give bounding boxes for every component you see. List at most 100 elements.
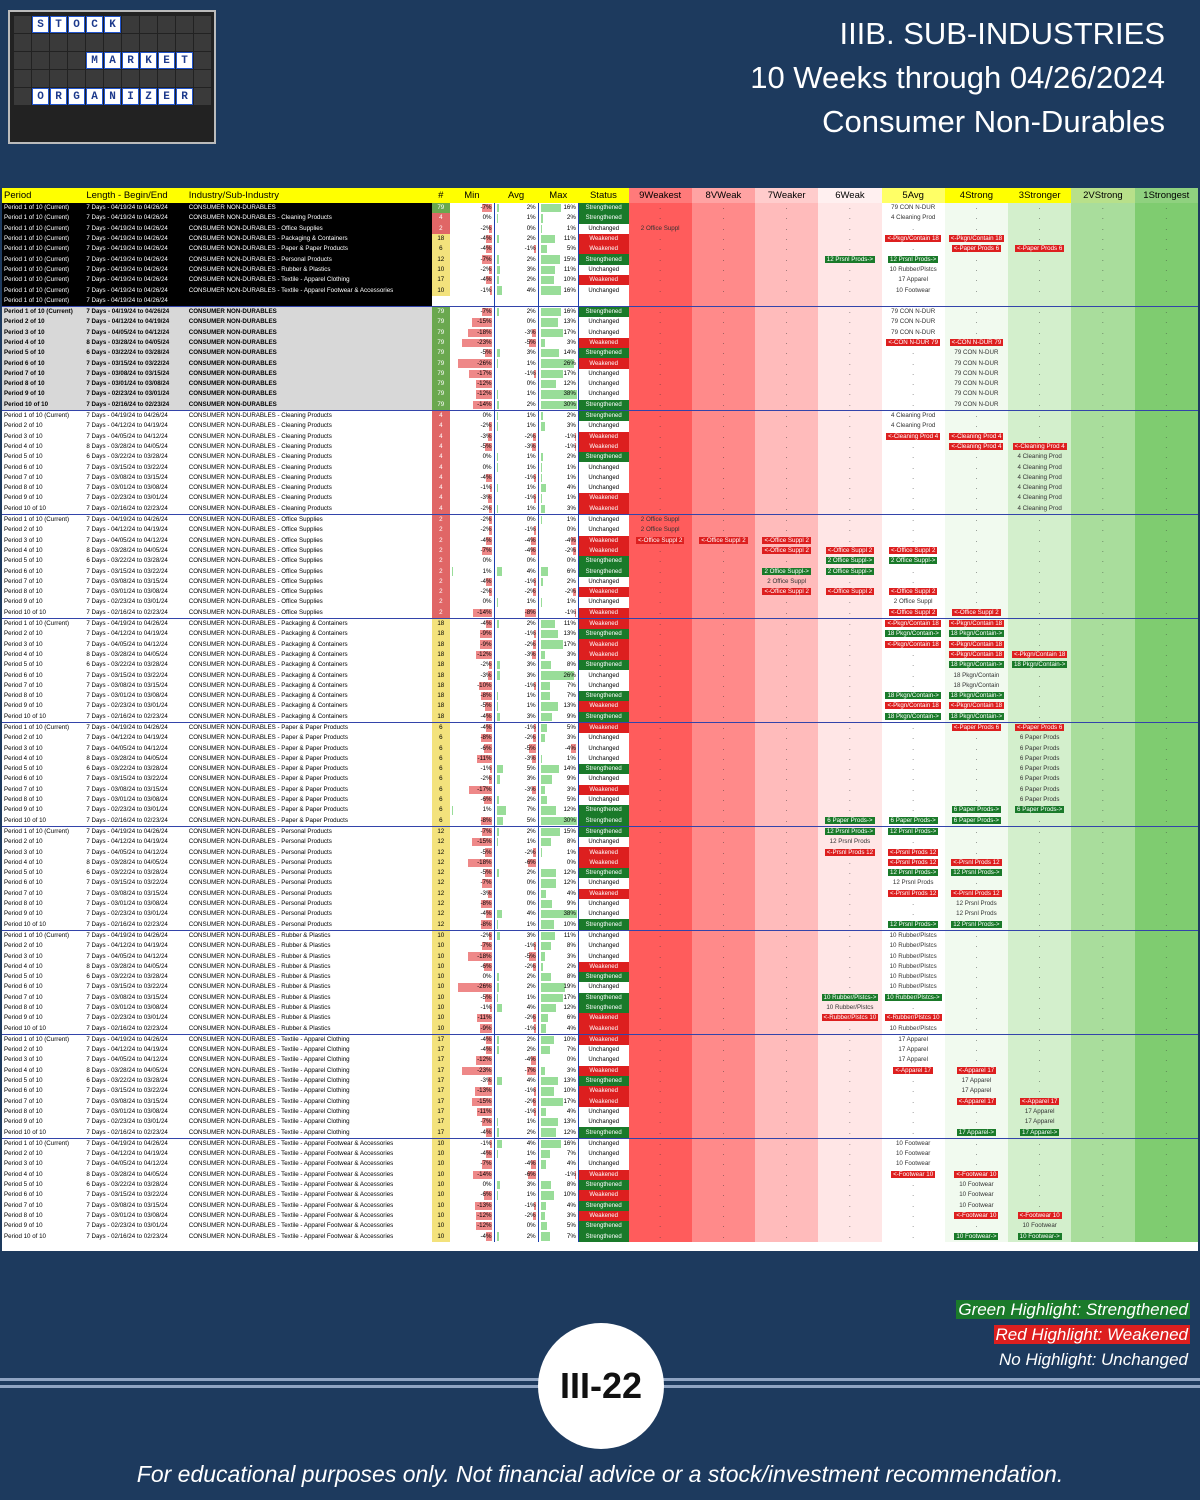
min-change-cell: -14% <box>449 1169 495 1180</box>
rank-cell: . <box>944 493 1009 504</box>
change-cell: -2% <box>494 586 539 598</box>
min-change-cell: -3% <box>449 888 495 899</box>
rank-marker: <-Apparel 17 <box>1019 1097 1060 1105</box>
count-cell: 4 <box>431 441 450 453</box>
change-bar <box>540 775 553 784</box>
logo-letter: E <box>158 88 175 105</box>
min-change-cell: -17% <box>449 784 495 795</box>
length-cell: 7 Days - 04/05/24 to 04/12/24 <box>86 744 168 752</box>
rank-cell: . <box>818 1055 882 1066</box>
change-value: 8% <box>566 942 576 950</box>
rank-cell: . <box>691 784 756 795</box>
change-cell: 26% <box>538 670 579 681</box>
logo-tile <box>32 52 49 69</box>
change-bar <box>473 400 492 409</box>
rank-cell: . <box>1134 815 1198 827</box>
length-cell: 7 Days - 03/08/24 to 03/15/24 <box>86 785 168 793</box>
count-cell: 12 <box>431 857 450 868</box>
change-value: 2% <box>566 577 576 585</box>
change-value: 10% <box>563 276 576 284</box>
min-change-cell: -1% <box>449 764 495 775</box>
rank-cell: . <box>944 305 1009 318</box>
rank-cell: <-Paper Prods 6 <box>1008 721 1072 734</box>
rank-cell: . <box>1071 441 1135 453</box>
table-row: Period 1 of 10 (Current) 7 Days - 04/19/2… <box>2 244 1198 255</box>
length-cell: 7 Days - 03/01/24 to 03/08/24 <box>86 900 168 908</box>
change-bar <box>534 630 536 639</box>
rank-cell: . <box>755 213 819 224</box>
page-number-badge: III-22 <box>538 1323 664 1449</box>
rank-cell: . <box>628 317 692 328</box>
rank-cell: 18 Pkgn/Contain-> <box>1008 660 1072 671</box>
change-bar <box>457 983 492 992</box>
rank-cell: . <box>628 847 692 858</box>
change-cell: 3% <box>538 733 579 744</box>
rank-cell: 10 Footwear <box>881 1137 945 1150</box>
rank-cell: . <box>755 1065 819 1076</box>
rank-marker: 6 Paper Prods <box>1019 796 1060 804</box>
min-change-cell: -4% <box>449 535 495 546</box>
rank-cell: . <box>628 203 692 214</box>
rank-cell: . <box>1071 317 1135 328</box>
period-cell: Period 7 of 10 <box>4 681 43 689</box>
status-cell: Unchanged <box>588 776 620 783</box>
change-value: -7% <box>480 827 492 835</box>
change-value: 1% <box>526 1118 536 1126</box>
change-value: 0% <box>526 879 536 887</box>
rank-cell: . <box>1071 472 1135 484</box>
change-value: 12% <box>563 806 576 814</box>
change-bar <box>486 245 492 254</box>
rank-cell: . <box>628 452 692 463</box>
min-change-cell: -15% <box>449 317 495 328</box>
change-cell: -3% <box>494 441 539 453</box>
length-cell: 6 Days - 03/22/24 to 03/28/24 <box>86 869 168 877</box>
rank-cell: . <box>944 317 1009 328</box>
rank-cell: . <box>1071 639 1135 650</box>
status-cell: Weakened <box>578 1065 629 1076</box>
rank-cell: . <box>881 1106 945 1118</box>
change-bar <box>486 234 492 244</box>
change-bar <box>540 1150 550 1159</box>
logo-tile <box>50 70 67 87</box>
length-cell: 8 Days - 03/28/24 to 04/05/24 <box>86 962 168 970</box>
change-cell: 0% <box>494 1221 539 1232</box>
rank-cell: . <box>818 784 882 795</box>
change-value: -7% <box>524 1066 536 1074</box>
rank-cell: . <box>1134 1002 1198 1014</box>
rank-cell: . <box>1134 649 1198 661</box>
length-cell: 7 Days - 04/05/24 to 04/12/24 <box>86 952 168 960</box>
change-cell: 0% <box>494 317 539 328</box>
rank-cell: 17 Apparel <box>881 1055 945 1066</box>
change-bar <box>540 1139 562 1149</box>
rank-cell: . <box>1134 878 1198 889</box>
status-cell: Unchanged <box>588 599 620 606</box>
industry-cell: CONSUMER NON-DURABLES - Paper & Paper Pr… <box>186 244 432 255</box>
change-value: -15% <box>477 1097 492 1105</box>
rank-marker: <-Prsnl Prods 12 <box>888 889 939 897</box>
length-cell: 7 Days - 04/05/24 to 04/12/24 <box>86 640 168 648</box>
change-cell: 17% <box>538 327 579 338</box>
rank-cell: . <box>1134 909 1198 920</box>
change-cell: 4% <box>538 1106 579 1118</box>
change-value: -2% <box>480 588 492 596</box>
rank-cell: <-Office Suppl 2 <box>881 607 945 619</box>
industry-cell: CONSUMER NON-DURABLES - Office Supplies <box>188 588 323 596</box>
length-cell: 7 Days - 04/19/24 to 04/26/24 <box>84 721 187 734</box>
rank-cell: . <box>755 878 819 889</box>
rank-marker: 10 Rubber/Plstcs <box>889 942 937 950</box>
rank-marker: 4 Cleaning Prod <box>1017 494 1062 502</box>
industry-cell: CONSUMER NON-DURABLES - Textile - Appare… <box>188 1181 394 1189</box>
change-bar <box>540 1191 554 1200</box>
change-value: 2% <box>526 827 536 835</box>
rank-cell: . <box>628 379 692 390</box>
change-value: -2% <box>480 526 492 534</box>
change-value: 1% <box>526 390 536 398</box>
rank-cell: . <box>691 1055 756 1066</box>
industry-cell: CONSUMER NON-DURABLES - Rubber & Plastic… <box>186 929 432 942</box>
rank-marker: <-Pkgn/Contain 18 <box>948 702 1005 710</box>
rank-marker: 2 Office Suppl-> <box>825 567 875 575</box>
rank-cell: . <box>628 888 692 899</box>
change-cell: 4% <box>494 1075 539 1087</box>
table-row: Period 9 of 10 7 Days - 02/23/24 to 03/01… <box>2 701 1198 712</box>
change-bar <box>487 671 492 680</box>
